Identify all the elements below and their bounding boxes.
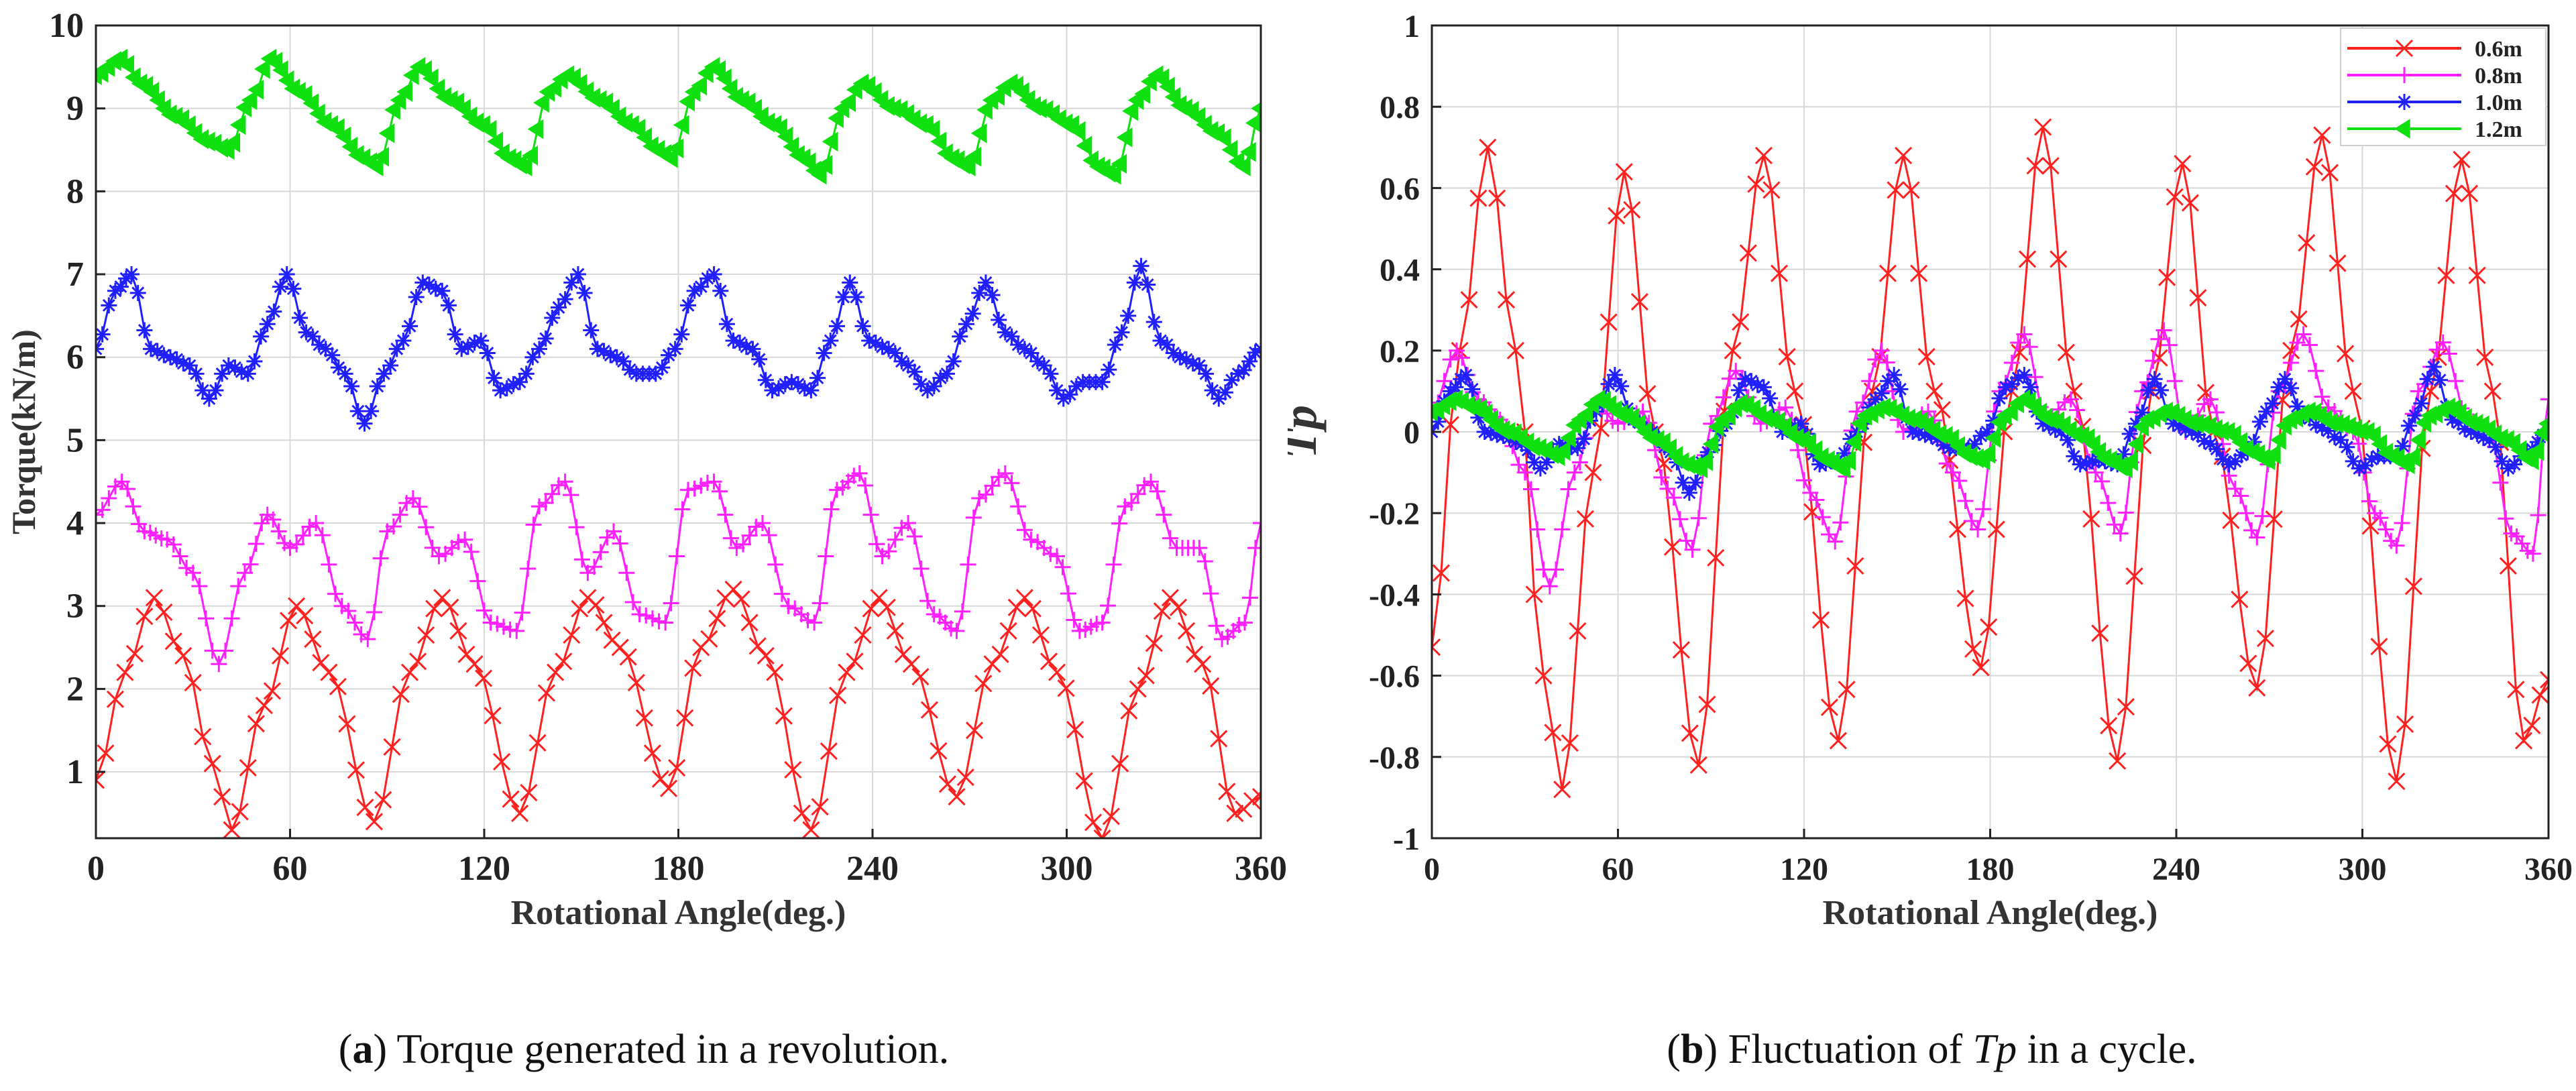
chart-tp-fluctuation: 0 60 120 180 240 300 360 -1 -0.8 -0.6 -0.4 -0.2 0 0.2… [1288, 9, 2573, 932]
y-axis-label: Torque(kN/m) [5, 329, 42, 534]
y-tick-label: 3 [66, 587, 84, 626]
chart-torque: 0 60 120 180 240 300 360 1 2 3 4 5 6 7 8 9 10 Rotational … [5, 7, 1287, 932]
x-tick-label: 120 [1780, 852, 1828, 887]
caption-a: (a) Torque generated in a revolution. [338, 1027, 950, 1072]
y-axis-label: Tp [1288, 405, 1327, 459]
x-tick-label: 60 [273, 850, 308, 888]
x-tick-label: 300 [1041, 850, 1093, 888]
y-tick-label: 0 [1404, 415, 1420, 451]
series-line-1 [96, 580, 1261, 838]
series-line-4 [96, 48, 1261, 185]
legend: 0.6m0.8m1.0m1.2m [2340, 27, 2546, 146]
y-tick-label: 6 [66, 339, 84, 377]
x-tick-label: 180 [653, 850, 705, 888]
x-tick-label: 300 [2339, 852, 2387, 887]
ticks: 0 60 120 180 240 300 360 -1 -0.8 -0.6 -0.4 -0.2 0 0.2… [1369, 9, 2573, 887]
legend-label: 1.0m [2475, 91, 2522, 115]
caption-b-text-after: in a cycle. [2027, 1027, 2197, 1072]
ticks: 0 60 120 180 240 300 360 1 2 3 4 5 6 7 8 9 10 [49, 7, 1287, 888]
y-tick-label: 1 [1404, 9, 1420, 44]
legend-swatch-marker [2396, 94, 2412, 110]
x-tick-label: 360 [2524, 852, 2573, 887]
y-tick-label: 0.8 [1380, 90, 1420, 125]
y-tick-label: 10 [49, 7, 84, 45]
series-group [96, 48, 1261, 838]
y-tick-label: -0.8 [1369, 740, 1420, 776]
legend-label: 0.8m [2475, 64, 2522, 89]
series-group [1432, 118, 2549, 799]
x-tick-label: 180 [1966, 852, 2015, 887]
panel-a: 0 60 120 180 240 300 360 1 2 3 4 5 6 7 8 9 10 Rotational … [5, 7, 1287, 1072]
series-line-3 [96, 257, 1261, 432]
panel-b: 0 60 120 180 240 300 360 -1 -0.8 -0.6 -0.4 -0.2 0 0.2… [1288, 0, 2576, 1091]
y-tick-label: 1 [66, 753, 84, 791]
legend-swatch-marker [2395, 39, 2414, 58]
series-markers [1432, 389, 2549, 479]
x-tick-label: 240 [2152, 852, 2200, 887]
x-tick-label: 60 [1602, 852, 1634, 887]
y-tick-label: -0.6 [1369, 659, 1420, 695]
y-tick-label: 4 [66, 504, 84, 542]
caption-b: (b) Fluctuation of Tp in a cycle. [1667, 1027, 2197, 1072]
y-tick-label: 7 [66, 255, 84, 294]
x-tick-label: 360 [1235, 850, 1287, 888]
caption-a-letter: a [352, 1027, 374, 1072]
caption-b-symbol: Tp [1972, 1027, 2017, 1072]
series-markers [96, 465, 1261, 673]
x-axis-label: Rotational Angle(deg.) [1823, 894, 2158, 932]
y-tick-label: 0.2 [1380, 334, 1420, 369]
series-1.2m [1432, 389, 2549, 479]
caption-a-text: Torque generated in a revolution. [396, 1027, 950, 1072]
series-markers [96, 257, 1261, 432]
x-tick-label: 120 [458, 850, 510, 888]
y-tick-label: 2 [66, 670, 84, 708]
series-markers [96, 580, 1261, 838]
y-tick-label: 0.6 [1380, 171, 1420, 207]
y-tick-label: 0.4 [1380, 253, 1420, 288]
caption-b-text-before: Fluctuation of [1728, 1027, 1963, 1072]
series-line-2 [96, 465, 1261, 673]
x-tick-label: 0 [1424, 852, 1440, 887]
series-markers [96, 48, 1261, 185]
legend-label: 0.6m [2475, 37, 2522, 62]
series-markers [1432, 118, 2549, 799]
y-tick-label: 9 [66, 90, 84, 128]
y-tick-label: 8 [66, 172, 84, 211]
legend-swatch-marker [2394, 119, 2410, 139]
y-tick-label: -0.4 [1369, 577, 1420, 613]
caption-b-letter: b [1680, 1027, 1704, 1072]
x-tick-label: 240 [846, 850, 899, 888]
y-tick-label: -0.2 [1369, 496, 1420, 532]
legend-swatch-marker [2396, 67, 2412, 83]
x-tick-label: 0 [87, 850, 105, 888]
x-axis-label: Rotational Angle(deg.) [511, 894, 846, 932]
legend-label: 1.2m [2475, 117, 2522, 142]
y-tick-label: -1 [1393, 821, 1420, 857]
y-tick-label: 5 [66, 421, 84, 459]
